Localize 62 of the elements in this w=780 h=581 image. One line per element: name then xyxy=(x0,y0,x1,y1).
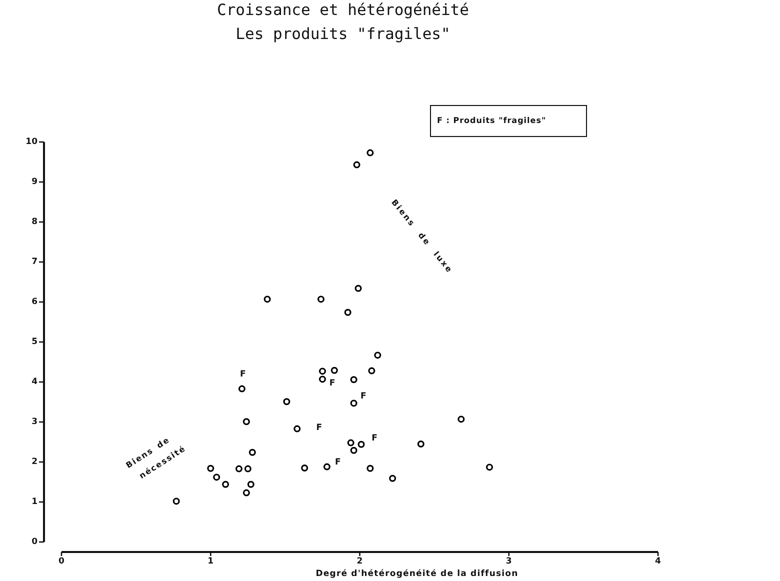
point xyxy=(264,296,271,303)
point xyxy=(235,465,242,472)
point xyxy=(366,149,374,156)
annotation: F xyxy=(360,392,366,402)
annotation: F xyxy=(240,369,246,380)
point xyxy=(486,464,493,471)
annotation: F xyxy=(372,433,378,444)
y-tick-label: 3 xyxy=(32,417,38,428)
point xyxy=(172,498,180,505)
point xyxy=(366,464,374,472)
y-tick-label: 8 xyxy=(32,217,38,228)
y-tick-label: 5 xyxy=(32,337,38,348)
point xyxy=(318,376,326,383)
point xyxy=(350,446,358,454)
point xyxy=(344,308,352,316)
point xyxy=(374,352,382,359)
point xyxy=(347,439,354,446)
point xyxy=(358,440,365,448)
point xyxy=(368,367,376,374)
x-tick-label: 2 xyxy=(356,556,363,566)
point xyxy=(417,440,424,448)
point xyxy=(222,480,230,488)
chart-title: Croissance et hétérogénéité xyxy=(217,1,469,20)
point xyxy=(330,366,338,374)
point xyxy=(301,464,308,472)
point xyxy=(389,474,396,482)
point xyxy=(353,161,360,168)
y-tick-label: 10 xyxy=(26,137,38,148)
annotation: F xyxy=(329,378,336,389)
y-tick-label: 4 xyxy=(32,377,38,388)
point xyxy=(294,425,301,432)
point xyxy=(213,474,220,481)
point xyxy=(247,480,254,488)
annotation: F xyxy=(335,457,342,468)
point xyxy=(350,376,358,384)
x-axis-title: Degré d'hétérogénéité de la diffusion xyxy=(316,569,518,580)
point xyxy=(318,368,326,375)
point xyxy=(242,489,250,496)
point xyxy=(242,418,250,426)
x-tick-label: 3 xyxy=(506,556,512,566)
point xyxy=(323,463,330,470)
y-tick-label: 0 xyxy=(32,537,38,548)
y-tick-label: 1 xyxy=(32,497,38,508)
point xyxy=(283,398,290,406)
point xyxy=(354,284,362,292)
point xyxy=(317,296,324,303)
chart-subtitle: Les produits "fragiles" xyxy=(236,25,450,44)
legend-frame: F : Produits "fragiles" xyxy=(430,105,587,137)
annotation: F xyxy=(316,423,322,434)
point xyxy=(207,464,214,472)
point xyxy=(458,416,465,423)
y-tick-label: 6 xyxy=(32,297,38,308)
point xyxy=(350,400,358,407)
y-tick-label: 2 xyxy=(32,457,38,468)
y-tick-label: 9 xyxy=(32,177,38,188)
point xyxy=(244,465,252,472)
point xyxy=(248,448,256,456)
x-tick-label: 0 xyxy=(58,556,65,566)
y-tick-label: 7 xyxy=(32,257,38,268)
x-tick-label: 4 xyxy=(655,556,662,566)
point xyxy=(238,385,246,392)
x-tick-label: 1 xyxy=(208,556,214,566)
